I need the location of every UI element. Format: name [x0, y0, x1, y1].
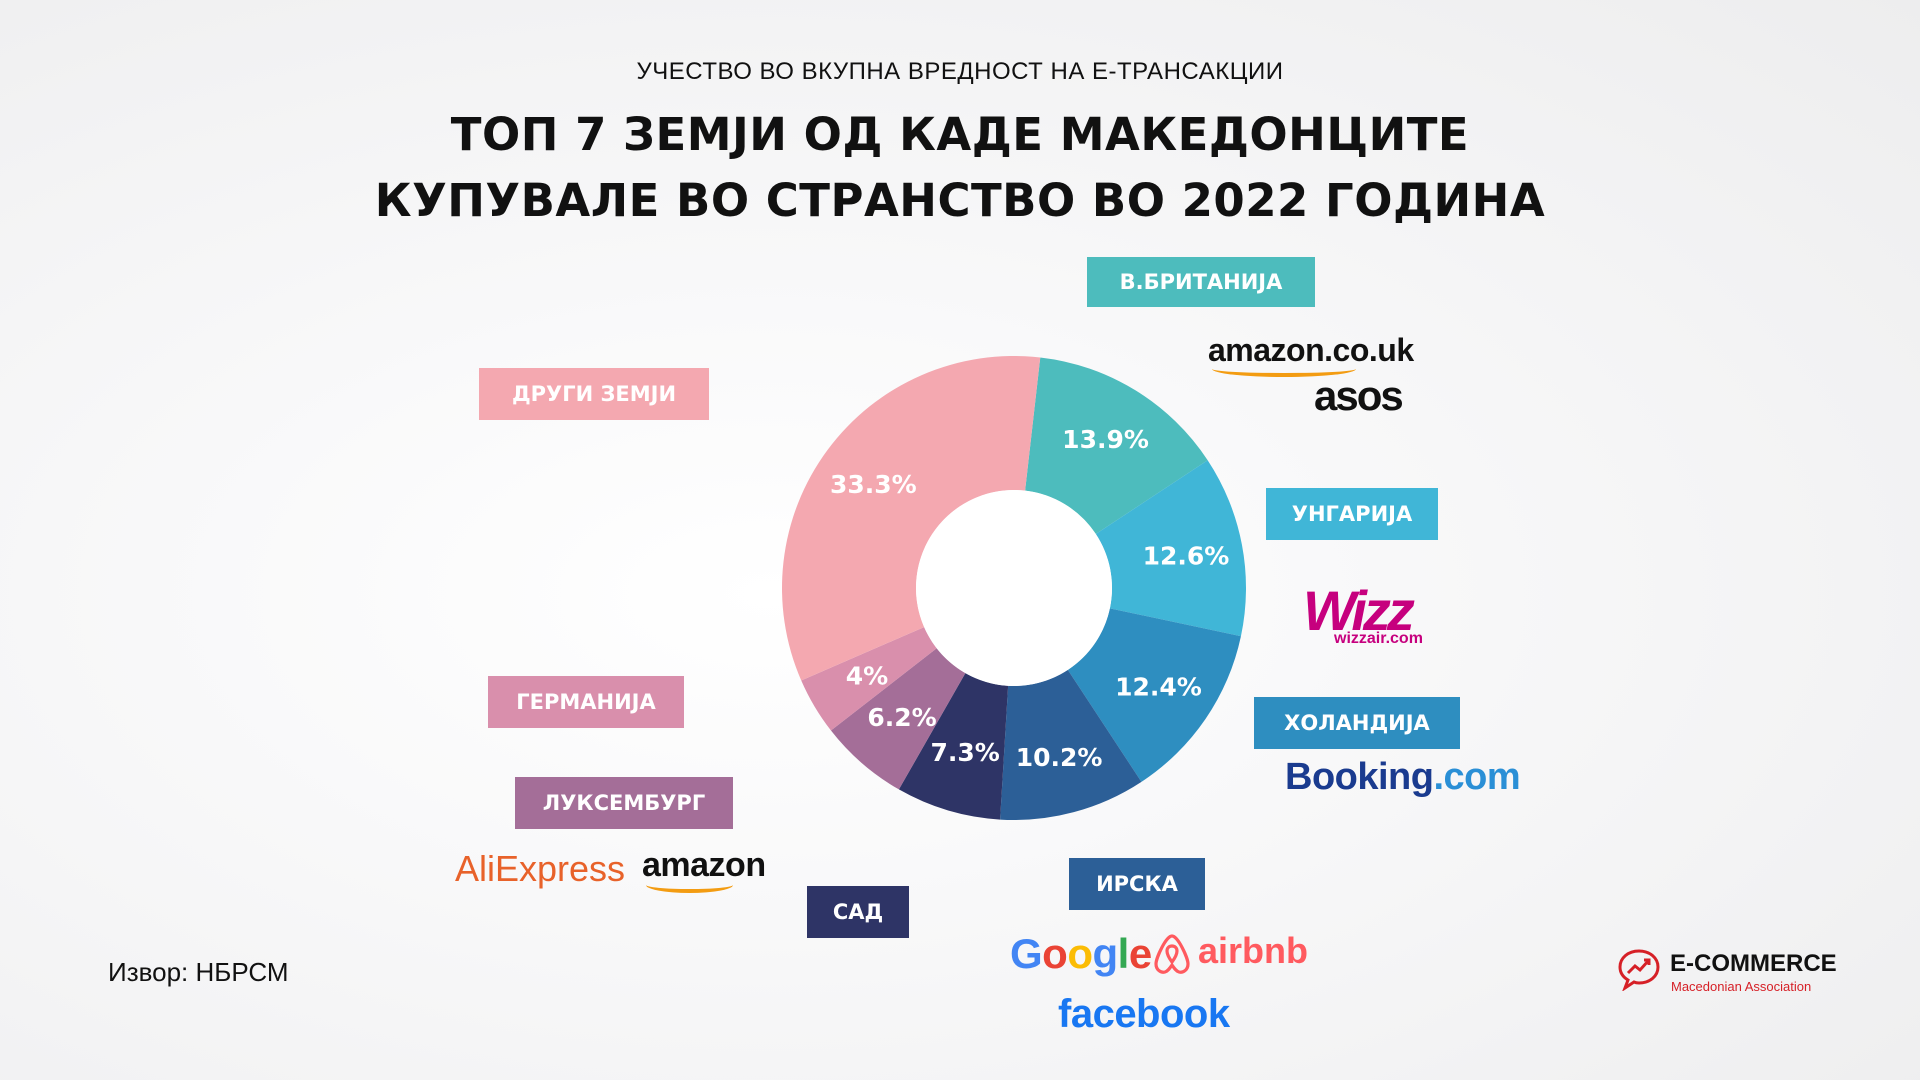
donut-slice — [1025, 357, 1208, 535]
category-label: ХОЛАНДИЈА — [1254, 697, 1460, 749]
amazon-smile-icon — [1212, 361, 1356, 377]
category-label: УНГАРИЈА — [1266, 488, 1438, 540]
booking-wordmark: Booking — [1285, 756, 1434, 798]
wizzair-site: wizzair.com — [1334, 630, 1423, 647]
chart-subtitle: УЧЕСТВО ВО ВКУПНА ВРЕДНОСТ НА Е-ТРАНСАКЦ… — [636, 58, 1284, 85]
slice-value-label: 7.3% — [931, 738, 1000, 767]
slice-value-label: 12.6% — [1143, 541, 1230, 570]
slice-value-label: 13.9% — [1062, 425, 1149, 454]
donut-slice — [1000, 669, 1142, 820]
booking-logo: Booking.com — [1285, 756, 1521, 799]
slice-value-label: 33.3% — [830, 470, 917, 499]
donut-slice — [830, 648, 966, 790]
amazon-wordmark: amazon — [642, 846, 766, 884]
chart-title: ТОП 7 ЗЕМЈИ ОД КАДЕ МАКЕДОНЦИТЕ КУПУВАЛЕ… — [0, 102, 1920, 234]
donut-slice — [782, 356, 1041, 681]
airbnb-logo: airbnb — [1198, 930, 1309, 971]
category-label: ГЕРМАНИЈА — [488, 676, 684, 728]
association-subtitle: Macedonian Association — [1671, 979, 1812, 994]
asos-logo: asos — [1314, 372, 1404, 419]
donut-slice — [898, 673, 1009, 820]
amazon-uk-logo: amazon.co.uk — [1208, 332, 1414, 377]
chart-title-line-2: КУПУВАЛЕ ВО СТРАНСТВО ВО 2022 ГОДИНА — [374, 174, 1546, 227]
category-label: САД — [807, 886, 909, 938]
booking-suffix: .com — [1433, 756, 1521, 798]
category-label: ЛУКСЕМБУРГ — [515, 777, 733, 829]
slice-value-label: 6.2% — [867, 703, 936, 732]
category-label: ДРУГИ ЗЕМЈИ — [479, 368, 709, 420]
google-logo: Google — [1010, 930, 1152, 977]
category-label: ИРСКА — [1069, 858, 1205, 910]
donut-hole — [916, 490, 1112, 686]
donut-slice — [1067, 608, 1241, 782]
wizz-logo: Wizz — [1303, 579, 1415, 642]
amazon-logo: amazon — [642, 846, 766, 893]
slice-value-label: 4% — [846, 661, 888, 690]
chat-bubble-icon — [1618, 949, 1660, 991]
amazon-uk-wordmark: amazon.co.uk — [1208, 332, 1414, 368]
donut-slice — [1095, 460, 1246, 637]
donut-slice — [801, 627, 937, 731]
facebook-logo: facebook — [1058, 992, 1230, 1036]
association-name: E-COMMERCE — [1670, 950, 1837, 977]
slice-value-label: 10.2% — [1016, 743, 1103, 772]
amazon-smile-icon — [646, 877, 733, 893]
slice-value-label: 12.4% — [1115, 673, 1202, 702]
airbnb-icon — [1154, 934, 1190, 974]
aliexpress-logo: AliExpress — [455, 848, 626, 889]
chart-title-line-1: ТОП 7 ЗЕМЈИ ОД КАДЕ МАКЕДОНЦИТЕ — [450, 108, 1470, 161]
category-label: В.БРИТАНИЈА — [1087, 257, 1315, 307]
source-note: Извор: НБРСМ — [108, 957, 289, 987]
